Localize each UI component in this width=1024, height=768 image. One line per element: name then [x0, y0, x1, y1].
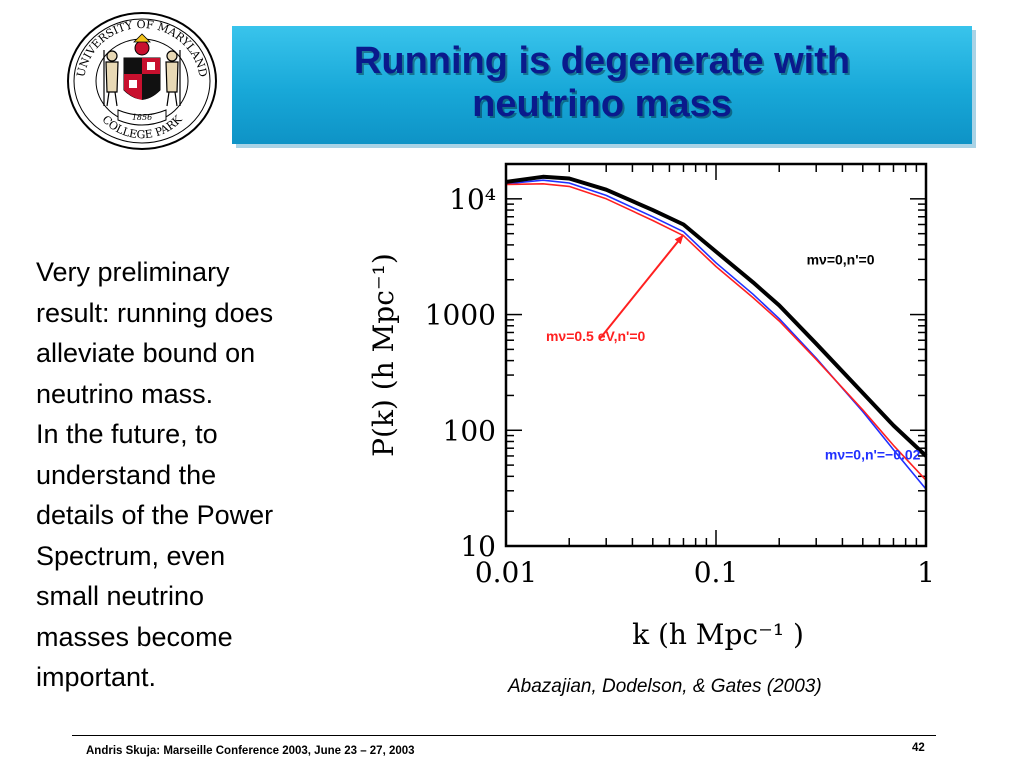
- x-tick-label: 1: [917, 556, 935, 589]
- series-annotation-2: mν=0,n'=−0.02: [825, 446, 921, 462]
- body-line: Very preliminary: [36, 257, 230, 287]
- title-banner: Running is degenerate with neutrino mass: [232, 26, 972, 144]
- body-line: details of the Power: [36, 500, 274, 530]
- body-line: In the future, to: [36, 419, 218, 449]
- series-line-1: [505, 182, 927, 481]
- university-seal-logo: UNIVERSITY OF MARYLAND COLLEGE PARK 1856: [67, 12, 217, 150]
- x-tick-label: 0.1: [694, 556, 739, 589]
- annotation-arrow: [599, 234, 685, 340]
- series-annotation-1: mν=0.5 eV,n'=0: [546, 328, 646, 344]
- series-annotation-0: mν=0,n'=0: [807, 252, 875, 268]
- plot-frame: [504, 162, 928, 548]
- page-number: 42: [912, 742, 925, 754]
- slide-title: Running is degenerate with neutrino mass: [232, 40, 972, 126]
- seal-figures-icon: [103, 50, 181, 107]
- body-line: Spectrum, even: [36, 540, 226, 571]
- citation: Abazajian, Dodelson, & Gates (2003): [508, 676, 822, 697]
- y-tick-label: 10⁴: [449, 183, 496, 216]
- body-text: Very preliminary result: running does al…: [36, 252, 346, 698]
- y-axis-label: P(k) (h Mpc⁻¹): [367, 253, 400, 457]
- body-line: small neutrino: [36, 581, 205, 611]
- shield-icon: [123, 57, 161, 100]
- y-tick-label: 100: [443, 414, 496, 447]
- body-line: result: running does: [36, 297, 274, 328]
- arrow-head-icon: [674, 234, 684, 245]
- seal-year: 1856: [132, 113, 152, 122]
- x-tick-label: 0.01: [475, 556, 537, 589]
- body-line: important.: [36, 662, 157, 692]
- slide-title-line-1: Running is degenerate with: [353, 40, 851, 82]
- slide-title-line-2: neutrino mass: [472, 83, 732, 125]
- x-axis-label: k (h Mpc⁻¹ ): [632, 618, 804, 651]
- y-tick-label: 1000: [425, 299, 496, 332]
- body-line: masses become: [36, 621, 233, 652]
- body-line: neutrino mass.: [36, 378, 214, 409]
- y-tick-label: 10: [460, 530, 496, 563]
- body-line: alleviate bound on: [36, 338, 256, 368]
- footer-text: Andris Skuja: Marseille Conference 2003,…: [86, 745, 415, 757]
- series-line-2: [505, 179, 927, 490]
- body-line: understand the: [36, 459, 217, 490]
- footer-divider: [72, 735, 936, 736]
- power-spectrum-chart: 0.01 0.1 1 10 100 1000 10⁴ P(k) (h Mpc⁻¹) k (h…: [367, 162, 935, 651]
- series-line-0: [505, 174, 928, 458]
